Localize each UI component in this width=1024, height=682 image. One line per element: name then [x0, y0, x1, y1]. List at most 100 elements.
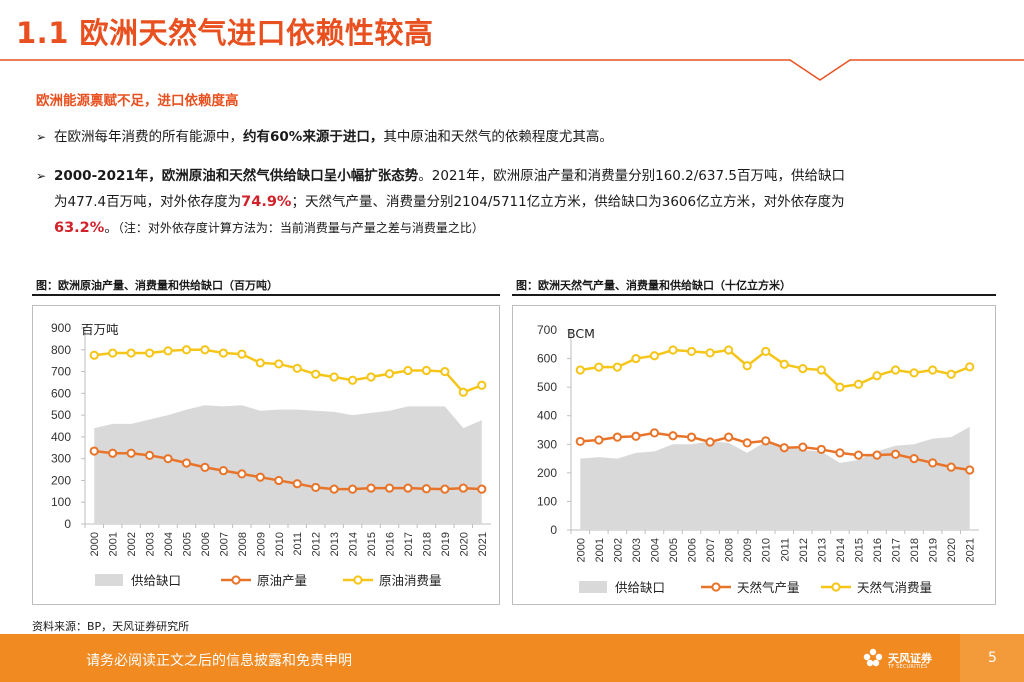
y-tick-label: 700: [537, 323, 557, 337]
consumption-line: [94, 348, 483, 394]
x-tick-label: 2006: [687, 538, 699, 562]
x-tick-label: 2011: [779, 538, 791, 562]
consumption-point: [255, 358, 265, 368]
legend-label: 原油消费量: [379, 573, 442, 588]
consumption-point: [742, 361, 752, 371]
production-point: [946, 462, 956, 472]
production-point: [458, 483, 468, 493]
y-tick-label: 0: [64, 517, 71, 531]
legend-marker: [831, 582, 841, 592]
page-number-box: [960, 634, 1024, 682]
production-point: [575, 436, 585, 447]
consumption-point: [181, 345, 192, 355]
x-tick-label: 2008: [724, 538, 736, 562]
legend-label: 原油产量: [257, 573, 307, 588]
x-tick-label: 2019: [440, 532, 452, 556]
logo-flower-icon: [863, 648, 883, 667]
consumption-point: [144, 348, 155, 358]
consumption-point: [631, 353, 641, 364]
x-tick-label: 2012: [798, 538, 810, 562]
production-point: [347, 484, 358, 494]
x-tick-label: 2017: [403, 532, 415, 556]
production-point: [292, 479, 302, 489]
consumption-point: [347, 375, 358, 385]
x-tick-label: 2005: [668, 538, 680, 562]
production-point: [108, 448, 118, 458]
y-tick-label: 600: [51, 386, 71, 400]
x-tick-label: 2012: [311, 532, 323, 556]
consumption-point: [835, 382, 845, 392]
legend-label: 天然气产量: [737, 580, 800, 595]
data-source: 资料来源：BP，天风证券研究所: [32, 620, 190, 633]
production-point: [255, 472, 265, 482]
legend-gap-swatch: [579, 581, 607, 593]
consumption-point: [612, 362, 622, 372]
oil-dependency-value: 74.9%: [241, 194, 292, 210]
x-tick-label: 2003: [145, 532, 157, 556]
figure-caption-oil: 图：欧洲原油产量、消费量和供给缺口（百万吨）: [36, 279, 278, 292]
production-point: [163, 454, 173, 464]
production-point: [144, 450, 155, 460]
x-tick-label: 2015: [366, 532, 378, 556]
figure-rule-oil: [32, 294, 500, 296]
production-point: [421, 484, 432, 494]
production-point: [928, 458, 938, 468]
production-point: [798, 442, 808, 452]
unit-label: BCM: [567, 326, 595, 341]
consumption-point: [200, 345, 210, 355]
x-tick-label: 2001: [108, 532, 120, 556]
x-tick-label: 2014: [835, 538, 847, 562]
production-point: [816, 444, 826, 455]
x-tick-label: 2007: [218, 532, 230, 556]
bullet-supply-gap: ➢ 2000-2021年，欧洲原油和天然气供给缺口呈小幅扩张态势。2021年，欧洲…: [36, 163, 996, 241]
production-point: [366, 483, 376, 493]
x-tick-label: 2001: [594, 538, 606, 562]
production-point: [274, 475, 284, 486]
production-point: [200, 462, 210, 472]
consumption-point: [366, 372, 376, 382]
consumption-point: [163, 346, 173, 356]
y-tick-label: 200: [51, 473, 71, 487]
bullet-2-text-d: 。: [104, 220, 118, 236]
y-tick-label: 600: [537, 352, 557, 366]
legend-marker: [353, 575, 363, 585]
x-tick-label: 2018: [421, 532, 433, 556]
x-tick-label: 2003: [631, 538, 643, 562]
consumption-point: [853, 379, 864, 389]
consumption-point: [724, 345, 734, 355]
consumption-point: [329, 372, 339, 382]
production-point: [853, 450, 864, 460]
x-tick-label: 2000: [89, 532, 101, 556]
logo-sub: TF SECURITIES: [888, 664, 928, 670]
consumption-point: [779, 359, 789, 369]
production-line: [580, 431, 970, 472]
section-heading: 欧洲能源禀赋不足，进口依赖度高: [36, 93, 239, 109]
production-line: [94, 449, 482, 491]
production-point: [329, 484, 339, 494]
production-point: [686, 432, 697, 442]
bullet-1-text: 在欧洲每年消费的所有能源中，: [54, 129, 243, 145]
y-tick-label: 900: [51, 321, 71, 335]
x-tick-label: 2010: [274, 532, 286, 556]
production-point: [126, 448, 136, 458]
y-tick-label: 200: [537, 466, 557, 480]
bullet-2-text-c: ；天然气产量、消费量分别2104/5711亿立方米，供给缺口为3606亿立方米，…: [291, 194, 845, 210]
consumption-point: [928, 365, 938, 375]
gas-dependency-value: 63.2%: [54, 220, 105, 236]
production-point: [594, 435, 604, 445]
consumption-point: [421, 365, 432, 376]
y-tick-label: 500: [51, 408, 71, 422]
consumption-point: [594, 362, 604, 372]
gap-area: [94, 405, 482, 524]
consumption-point: [761, 346, 771, 357]
y-tick-label: 100: [51, 495, 71, 509]
production-point: [724, 432, 734, 442]
bullet-2-bold: 2000-2021年，欧洲原油和天然气供给缺口呈小幅扩张态势: [54, 168, 419, 184]
legend-marker: [231, 575, 241, 585]
bullet-2-note: （注：对外依存度计算方法为：当前消费量与产量之差与消费量之比）: [117, 221, 484, 235]
consumption-point: [237, 349, 247, 359]
x-tick-label: 2013: [816, 538, 828, 562]
x-tick-label: 2013: [329, 532, 341, 556]
x-tick-label: 2017: [891, 538, 903, 562]
consumption-point: [292, 363, 302, 373]
